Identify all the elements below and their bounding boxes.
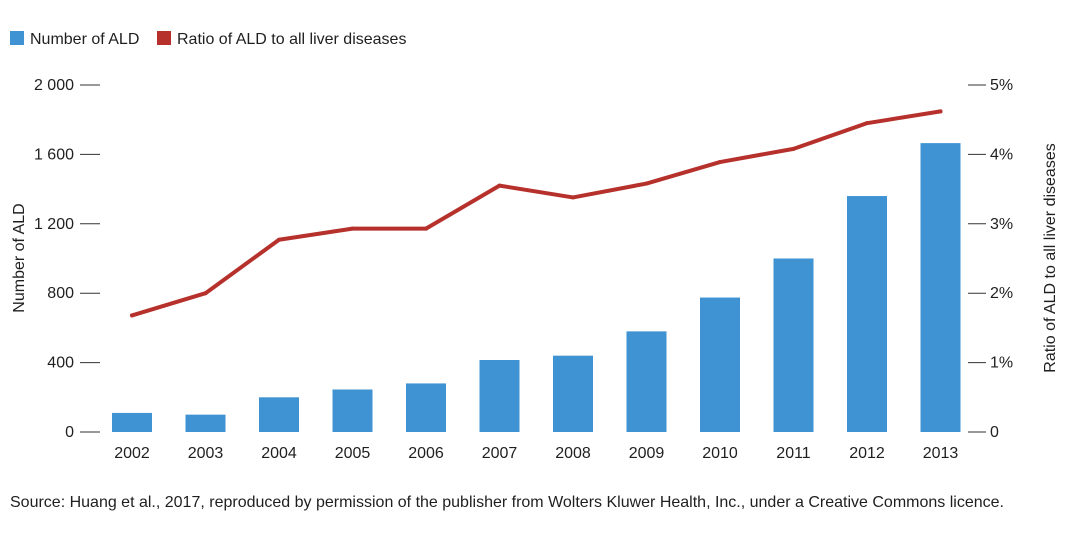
- right-tick-label: 2%: [990, 285, 1013, 302]
- right-axis: 0 1% 2% 3% 4% 5%: [968, 77, 1013, 441]
- ratio-point-2011: [791, 146, 796, 151]
- legend-label-ratio: Ratio of ALD to all liver diseases: [177, 31, 406, 48]
- left-tick-label: 2 000: [34, 77, 74, 94]
- left-tick-label: 800: [47, 285, 74, 302]
- right-tick-label: 1%: [990, 355, 1013, 372]
- left-tick-label: 1 600: [34, 146, 74, 163]
- x-tick-label: 2006: [408, 445, 444, 462]
- bar-2010: [700, 297, 740, 432]
- x-tick-label: 2004: [261, 445, 297, 462]
- bar-2006: [406, 383, 446, 432]
- left-tick-label: 1 200: [34, 216, 74, 233]
- x-tick-label: 2008: [555, 445, 591, 462]
- x-tick-label: 2005: [335, 445, 371, 462]
- ratio-point-2010: [718, 160, 722, 165]
- ratio-point-2009: [644, 181, 649, 186]
- ratio-point-2005: [350, 226, 355, 231]
- left-tick-label: 400: [47, 355, 74, 372]
- legend-swatch-ratio: [157, 31, 171, 45]
- ratio-point-2013: [938, 109, 943, 114]
- right-tick-label: 0: [990, 424, 999, 441]
- x-tick-label: 2012: [849, 445, 885, 462]
- ratio-point-2002: [130, 313, 134, 318]
- ratio-point-2007: [497, 183, 502, 188]
- ratio-point-2003: [203, 291, 208, 296]
- ratio-point-2006: [424, 226, 428, 231]
- x-tick-label: 2011: [776, 445, 811, 462]
- right-tick-label: 5%: [990, 77, 1013, 94]
- bar-2009: [626, 331, 667, 432]
- ratio-line: [130, 109, 943, 318]
- left-axis-title: Number of ALD: [11, 203, 28, 312]
- right-tick-label: 4%: [990, 146, 1013, 163]
- left-axis: 0 400 800 1 200 1 600 2 000: [34, 77, 100, 441]
- bar-2008: [553, 355, 593, 432]
- x-tick-label: 2010: [702, 445, 738, 462]
- bar-2011: [773, 258, 814, 432]
- ratio-point-2008: [571, 195, 575, 200]
- bar-2007: [479, 359, 520, 432]
- bar-series: [112, 143, 961, 432]
- line-series: [130, 109, 943, 318]
- right-axis-title: Ratio of ALD to all liver diseases: [1042, 143, 1059, 372]
- source-note: Source: Huang et al., 2017, reproduced b…: [10, 494, 1004, 511]
- x-tick-label: 2009: [629, 445, 665, 462]
- bar-2005: [332, 389, 373, 432]
- legend-swatch-number-of-ald: [10, 31, 24, 45]
- bar-2003: [185, 414, 226, 432]
- left-tick-label: 0: [65, 424, 74, 441]
- ratio-point-2004: [277, 237, 281, 242]
- bar-2004: [259, 397, 299, 432]
- legend: Number of ALD Ratio of ALD to all liver …: [10, 31, 406, 48]
- bar-2013: [920, 143, 961, 432]
- x-tick-label: 2002: [114, 445, 150, 462]
- legend-label-number-of-ald: Number of ALD: [30, 31, 139, 48]
- x-tick-label: 2003: [188, 445, 224, 462]
- ratio-point-2012: [865, 121, 869, 126]
- bar-2002: [112, 412, 152, 432]
- x-tick-label: 2007: [482, 445, 518, 462]
- x-tick-label: 2013: [923, 445, 959, 462]
- right-tick-label: 3%: [990, 216, 1013, 233]
- bar-2012: [847, 196, 887, 432]
- x-axis-labels: 2002 2003 2004 2005 2006 2007 2008 2009 2010 2011…: [114, 445, 958, 462]
